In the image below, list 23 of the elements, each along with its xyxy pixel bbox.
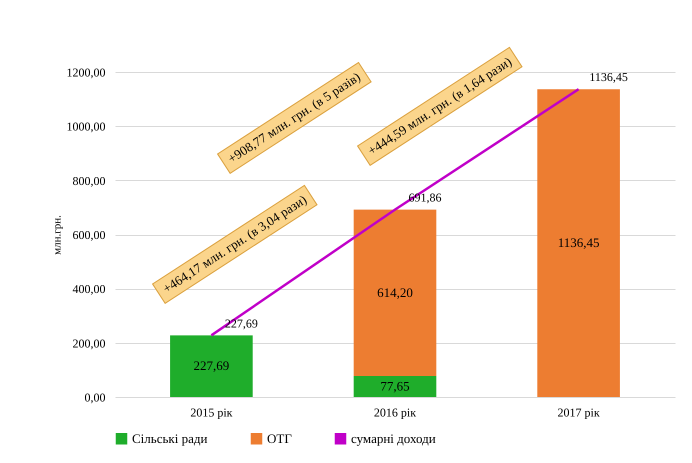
y-tick-label: 800,00 (72, 174, 106, 188)
legend-label: сумарні доходи (351, 430, 436, 446)
data-label: 227,69 (194, 358, 230, 374)
data-label: 1136,45 (589, 70, 628, 84)
x-tick-label: 2017 рік (558, 406, 600, 420)
bar (354, 210, 436, 376)
data-label: 1136,45 (558, 235, 600, 250)
y-tick-label: 600,00 (72, 228, 106, 242)
x-tick-label: 2016 рік (374, 406, 416, 420)
x-tick-label: 2015 рік (190, 406, 233, 420)
legend-label: Сільські ради (132, 430, 208, 446)
bar (170, 335, 253, 397)
y-tick-label: 400,00 (72, 282, 106, 296)
bar (354, 376, 436, 397)
y-tick-label: 200,00 (72, 336, 106, 350)
y-tick-label: 1200,00 (66, 66, 106, 80)
bar (537, 89, 620, 397)
y-tick-label: 0,00 (84, 390, 106, 404)
data-label: 614,20 (377, 284, 413, 300)
y-tick-label: 1000,00 (66, 120, 106, 134)
legend-label: ОТГ (267, 430, 292, 446)
data-label: 77,65 (380, 378, 410, 394)
y-axis-title: млн.грн. (52, 214, 64, 255)
